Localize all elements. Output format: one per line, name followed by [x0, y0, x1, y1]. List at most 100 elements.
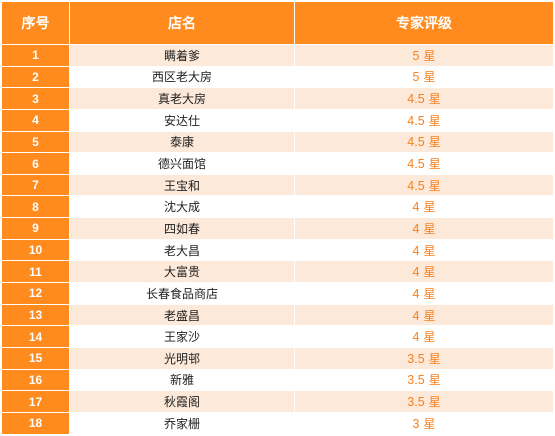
row-index: 3	[1, 87, 70, 110]
table-row: 7 王宝和 4.5 星	[1, 173, 554, 197]
table-row: 18 乔家栅 3 星	[1, 411, 554, 435]
expert-rating: 4.5 星	[294, 108, 554, 132]
row-index: 12	[1, 282, 70, 305]
shop-name: 乔家栅	[69, 411, 295, 435]
rating-unit: 星	[423, 286, 436, 301]
row-index: 9	[1, 217, 70, 240]
row-index: 10	[1, 238, 70, 262]
table-row: 10 老大昌 4 星	[1, 238, 554, 262]
row-index: 18	[1, 411, 70, 435]
rating-unit: 星	[423, 48, 436, 63]
expert-rating: 4.5 星	[294, 152, 554, 175]
shop-name: 老盛昌	[69, 303, 295, 327]
row-index: 11	[1, 260, 70, 284]
row-index: 15	[1, 346, 70, 370]
table-row: 12 长春食品商店 4 星	[1, 282, 554, 305]
expert-rating: 3.5 星	[294, 368, 554, 392]
table-header: 序号 店名 专家评级	[1, 1, 554, 45]
rating-unit: 星	[428, 373, 441, 388]
rating-value: 4	[412, 265, 420, 280]
rating-value: 4.5	[407, 92, 425, 107]
rating-value: 3.5	[407, 351, 425, 366]
table-row: 1 瞒着爹 5 星	[1, 44, 554, 67]
rating-value: 4	[412, 200, 420, 215]
header-rating: 专家评级	[294, 1, 554, 45]
rating-value: 5	[412, 70, 420, 85]
rating-value: 4	[412, 330, 420, 345]
row-index: 13	[1, 303, 70, 327]
row-index: 8	[1, 195, 70, 219]
rating-value: 4.5	[407, 135, 425, 150]
table-row: 15 光明邨 3.5 星	[1, 346, 554, 370]
rating-unit: 星	[428, 395, 441, 410]
expert-rating: 4.5 星	[294, 173, 554, 197]
shop-name: 秋霞阁	[69, 390, 295, 413]
row-index: 5	[1, 130, 70, 154]
shop-name: 光明邨	[69, 346, 295, 370]
header-index: 序号	[1, 1, 70, 45]
rating-value: 3.5	[407, 373, 425, 388]
rating-value: 4	[412, 243, 420, 258]
rating-unit: 星	[428, 135, 441, 150]
expert-rating: 4.5 星	[294, 87, 554, 110]
rating-value: 4	[412, 308, 420, 323]
rating-unit: 星	[428, 92, 441, 107]
rating-unit: 星	[423, 416, 436, 431]
shop-name: 大富贵	[69, 260, 295, 284]
shop-name: 西区老大房	[69, 65, 295, 89]
row-index: 16	[1, 368, 70, 392]
table-row: 14 王家沙 4 星	[1, 325, 554, 348]
table-row: 13 老盛昌 4 星	[1, 303, 554, 327]
shop-name: 老大昌	[69, 238, 295, 262]
table-row: 17 秋霞阁 3.5 星	[1, 390, 554, 413]
table-row: 11 大富贵 4 星	[1, 260, 554, 284]
table-row: 16 新雅 3.5 星	[1, 368, 554, 392]
rating-unit: 星	[428, 351, 441, 366]
rating-unit: 星	[423, 70, 436, 85]
table-row: 4 安达仕 4.5 星	[1, 108, 554, 132]
header-row: 序号 店名 专家评级	[1, 1, 554, 45]
shop-name: 德兴面馆	[69, 152, 295, 175]
table-row: 8 沈大成 4 星	[1, 195, 554, 219]
row-index: 1	[1, 44, 70, 67]
rating-unit: 星	[428, 178, 441, 193]
shop-name: 泰康	[69, 130, 295, 154]
rating-unit: 星	[423, 243, 436, 258]
header-name: 店名	[69, 1, 295, 45]
rating-unit: 星	[423, 265, 436, 280]
row-index: 2	[1, 65, 70, 89]
table-row: 2 西区老大房 5 星	[1, 65, 554, 89]
rating-value: 4	[412, 286, 420, 301]
row-index: 17	[1, 390, 70, 413]
expert-rating: 4.5 星	[294, 130, 554, 154]
rating-value: 4	[412, 221, 420, 236]
rating-unit: 星	[423, 330, 436, 345]
rating-value: 4.5	[407, 157, 425, 172]
shop-name: 王宝和	[69, 173, 295, 197]
table-row: 3 真老大房 4.5 星	[1, 87, 554, 110]
shop-name: 真老大房	[69, 87, 295, 110]
row-index: 4	[1, 108, 70, 132]
shop-name: 瞒着爹	[69, 44, 295, 67]
table-row: 5 泰康 4.5 星	[1, 130, 554, 154]
shop-name: 安达仕	[69, 108, 295, 132]
rating-unit: 星	[428, 113, 441, 128]
expert-rating: 3.5 星	[294, 390, 554, 413]
row-index: 7	[1, 173, 70, 197]
table-row: 9 四如春 4 星	[1, 217, 554, 240]
rating-value: 3	[412, 416, 420, 431]
rating-unit: 星	[423, 200, 436, 215]
shop-name: 新雅	[69, 368, 295, 392]
shop-name: 沈大成	[69, 195, 295, 219]
